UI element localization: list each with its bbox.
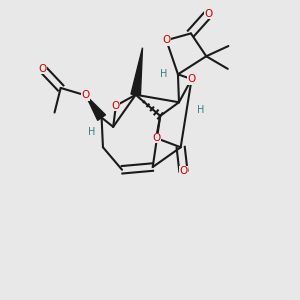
Text: O: O [38,64,47,74]
Text: O: O [179,166,188,176]
Text: H: H [160,69,167,79]
Text: O: O [82,91,90,100]
Polygon shape [86,95,106,120]
Text: H: H [88,127,96,137]
Text: H: H [197,105,205,115]
Text: O: O [188,74,196,84]
Text: O: O [112,101,120,111]
Polygon shape [131,48,142,95]
Text: O: O [205,9,213,19]
Text: O: O [152,133,160,143]
Text: O: O [162,35,170,45]
